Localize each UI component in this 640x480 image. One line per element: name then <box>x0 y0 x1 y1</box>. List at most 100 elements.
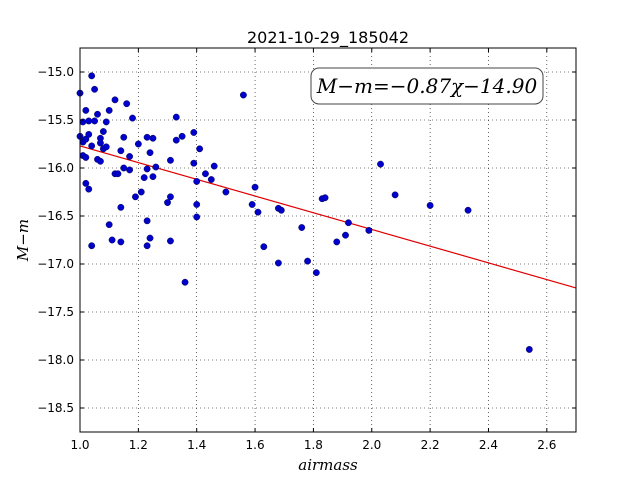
x-tick-label: 2.0 <box>362 438 381 452</box>
axis-ticks: 1.0 1.2 1.4 1.6 1.8 2.0 2.2 2.4 2.6 −15.0 −15.5 −16… <box>37 48 576 452</box>
data-point <box>126 166 134 174</box>
data-point <box>91 117 98 125</box>
y-tick-label: −18.0 <box>37 353 74 367</box>
x-tick-label: 1.6 <box>246 438 265 452</box>
chart-title: 2021-10-29_185042 <box>247 28 409 48</box>
data-point <box>143 133 151 141</box>
data-point <box>105 221 113 229</box>
x-tick-label: 1.4 <box>187 438 206 452</box>
data-point <box>190 159 198 167</box>
data-point <box>193 213 201 221</box>
data-points <box>76 72 533 353</box>
data-point <box>274 259 282 267</box>
y-tick-label: −16.0 <box>37 161 74 175</box>
x-axis-label: airmass <box>298 456 358 474</box>
data-point <box>298 224 306 231</box>
data-point <box>91 85 98 93</box>
data-point <box>172 113 180 121</box>
data-point <box>304 257 311 265</box>
fit-line-group <box>79 145 577 289</box>
y-tick-label: −17.0 <box>37 257 74 271</box>
data-point <box>178 132 186 140</box>
data-point <box>321 194 329 202</box>
fit-line <box>79 145 577 289</box>
equation-text: M−m=−0.87χ−14.90 <box>316 74 538 98</box>
data-point <box>277 206 285 214</box>
y-tick-label: −15.0 <box>37 65 74 79</box>
data-point <box>190 129 198 136</box>
y-tick-label: −15.5 <box>37 113 74 127</box>
y-tick-label: −16.5 <box>37 209 74 223</box>
data-point <box>120 133 128 141</box>
data-point <box>126 153 134 160</box>
data-point <box>111 96 119 104</box>
data-point <box>99 128 107 135</box>
data-point <box>239 91 247 99</box>
data-point <box>132 193 139 201</box>
data-point <box>102 118 110 126</box>
data-point <box>129 114 136 122</box>
y-tick-label: −17.5 <box>37 305 74 319</box>
data-point <box>123 100 131 108</box>
x-tick-label: 1.0 <box>70 438 89 452</box>
data-point <box>146 234 154 242</box>
data-point <box>391 191 399 199</box>
data-point <box>82 179 90 187</box>
data-point <box>149 173 157 181</box>
grid <box>79 48 576 432</box>
data-point <box>108 236 116 244</box>
data-point <box>94 110 101 118</box>
data-point <box>82 154 90 161</box>
data-point <box>140 174 148 182</box>
data-point <box>120 164 128 172</box>
x-tick-label: 1.2 <box>129 438 148 452</box>
plot-frame <box>79 47 577 433</box>
data-point <box>260 243 268 251</box>
data-point <box>377 160 384 168</box>
data-point <box>254 208 262 216</box>
y-tick-label: −18.5 <box>37 401 74 415</box>
data-point <box>464 206 472 214</box>
data-point <box>85 130 93 138</box>
data-point <box>207 176 215 183</box>
data-point <box>172 136 180 144</box>
x-tick-label: 2.6 <box>537 438 556 452</box>
data-point <box>143 217 151 225</box>
data-point <box>525 346 533 353</box>
data-point <box>82 107 90 114</box>
data-point <box>342 231 349 239</box>
data-point <box>117 147 125 155</box>
data-point <box>88 72 96 80</box>
data-point <box>137 188 145 196</box>
data-point <box>167 156 174 164</box>
x-tick-label: 2.4 <box>479 438 498 452</box>
data-point <box>181 278 189 286</box>
data-point <box>365 226 373 234</box>
data-point <box>102 143 110 151</box>
data-point <box>345 219 352 227</box>
x-tick-label: 2.2 <box>421 438 440 452</box>
equation-box: M−m=−0.87χ−14.90 <box>310 67 544 105</box>
data-point <box>88 142 96 150</box>
data-point <box>152 163 160 171</box>
equation-box-frame <box>310 67 544 105</box>
data-point <box>117 203 125 211</box>
data-point <box>143 165 151 173</box>
data-point <box>251 183 259 191</box>
data-point <box>193 178 201 185</box>
data-point <box>97 157 104 165</box>
data-point <box>134 140 142 148</box>
data-point <box>164 199 171 206</box>
data-point <box>167 237 174 245</box>
x-tick-label: 1.8 <box>304 438 323 452</box>
data-point <box>85 117 93 125</box>
data-point <box>114 170 122 178</box>
y-axis-label: M−m <box>14 219 32 262</box>
data-point <box>202 170 209 178</box>
data-point <box>167 193 174 201</box>
data-point <box>333 238 341 246</box>
data-point <box>222 188 230 196</box>
data-point <box>149 134 157 142</box>
data-point <box>196 145 204 153</box>
